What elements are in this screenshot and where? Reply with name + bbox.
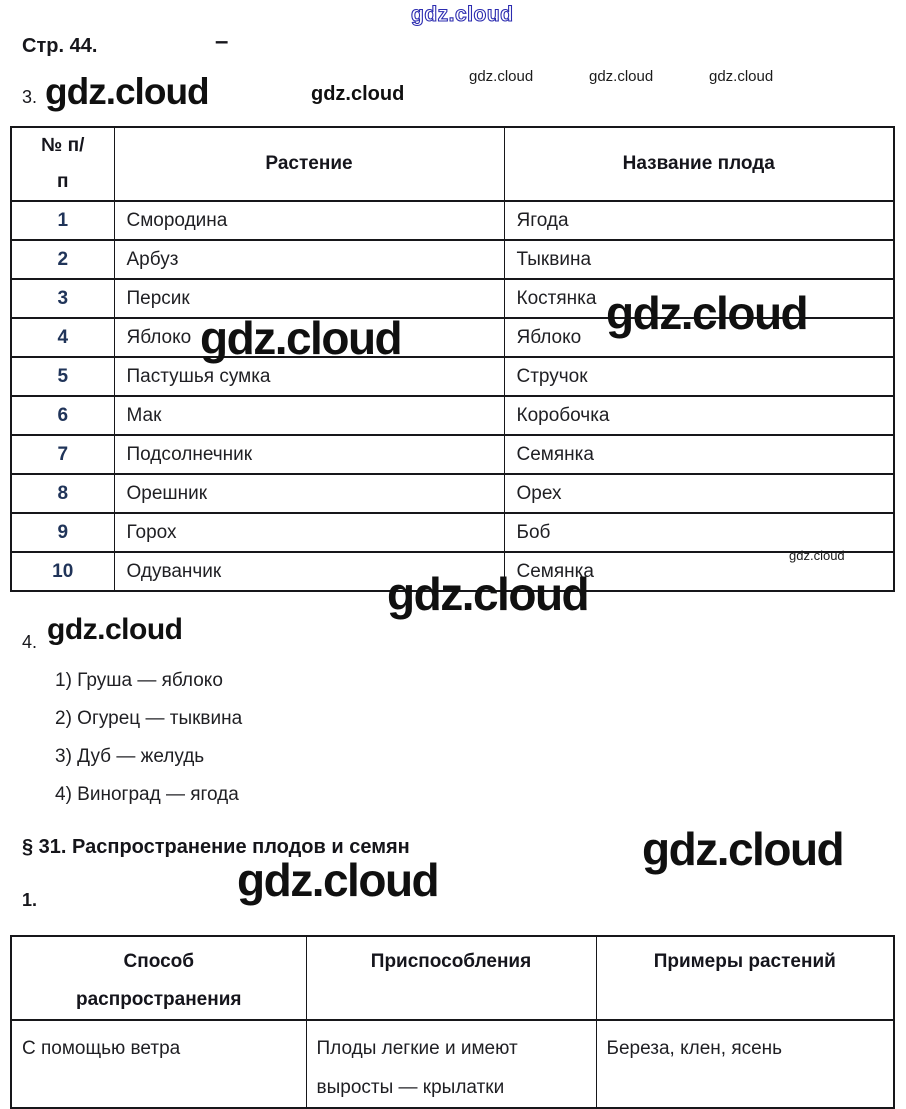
table-row: С помощью ветра Плоды легкие и имеют выр… xyxy=(10,1020,895,1108)
paragraph-heading: § 31. Распространение плодов и семян xyxy=(22,836,410,858)
table-row: 6 Мак Коробочка xyxy=(10,396,895,435)
task4-label: 4. xyxy=(22,632,38,652)
list-item: 2) Огурец — тыквина xyxy=(55,708,243,729)
table-header-row: Способ распространения Приспособления Пр… xyxy=(10,936,895,1020)
row-num: 7 xyxy=(10,435,115,474)
row-num: 2 xyxy=(10,240,115,279)
table-row: 10 Одуванчик Семянка xyxy=(10,552,895,591)
col-header-examples: Примеры растений xyxy=(595,936,895,1020)
plants-fruits-table: № п/п Растение Название плода 1 Смородин… xyxy=(10,126,895,592)
row-plant: Яблоко xyxy=(113,318,505,357)
row-num: 6 xyxy=(10,396,115,435)
dash-mark: – xyxy=(215,28,229,55)
row-plant: Персик xyxy=(113,279,505,318)
watermark-task3-big: gdz.cloud xyxy=(45,71,210,112)
watermark-heading-right: gdz.cloud xyxy=(642,823,845,875)
row-plant: Подсолнечник xyxy=(113,435,505,474)
watermark-top: gdz.cloud xyxy=(410,3,514,26)
table-row: 3 Персик Костянка xyxy=(10,279,895,318)
watermark-task4: gdz.cloud xyxy=(47,613,183,646)
table-row: 4 Яблоко Яблоко xyxy=(10,318,895,357)
row-plant: Смородина xyxy=(113,201,505,240)
row-num: 10 xyxy=(10,552,115,591)
row-fruit: Боб xyxy=(503,513,895,552)
table-row: 2 Арбуз Тыквина xyxy=(10,240,895,279)
row-fruit: Семянка xyxy=(503,435,895,474)
row-plant: Мак xyxy=(113,396,505,435)
row-num: 4 xyxy=(10,318,115,357)
cell-adaptation: Плоды легкие и имеют выросты — крылатки xyxy=(305,1020,597,1108)
col-header-num: № п/п xyxy=(10,127,115,201)
row-fruit: Орех xyxy=(503,474,895,513)
col-header-method: Способ распространения xyxy=(10,936,307,1020)
cell-method: С помощью ветра xyxy=(10,1020,307,1108)
table-row: 5 Пастушья сумка Стручок xyxy=(10,357,895,396)
row-fruit: Стручок xyxy=(503,357,895,396)
watermark-small-2: gdz.cloud xyxy=(589,68,654,85)
list-item: 4) Виноград — ягода xyxy=(55,784,239,805)
row-plant: Арбуз xyxy=(113,240,505,279)
table-row: 9 Горох Боб xyxy=(10,513,895,552)
col-header-fruit: Название плода xyxy=(503,127,895,201)
row-plant: Пастушья сумка xyxy=(113,357,505,396)
row-fruit: Тыквина xyxy=(503,240,895,279)
table-row: 8 Орешник Орех xyxy=(10,474,895,513)
row-num: 3 xyxy=(10,279,115,318)
row-num: 9 xyxy=(10,513,115,552)
col-header-adaptation: Приспособления xyxy=(305,936,597,1020)
seed-dispersal-table: Способ распространения Приспособления Пр… xyxy=(10,935,895,1109)
watermark-heading-center: gdz.cloud xyxy=(237,854,440,906)
task1-label: 1. xyxy=(22,890,38,910)
list-item: 1) Груша — яблоко xyxy=(55,670,223,691)
row-fruit: Коробочка xyxy=(503,396,895,435)
row-num: 8 xyxy=(10,474,115,513)
row-fruit: Яблоко xyxy=(503,318,895,357)
task3-label: 3. xyxy=(22,87,38,107)
watermark-small-1: gdz.cloud xyxy=(469,68,534,85)
watermark-task3-medium: gdz.cloud xyxy=(311,83,405,105)
col-header-plant: Растение xyxy=(113,127,505,201)
watermark-small-3: gdz.cloud xyxy=(709,68,774,85)
table-row: 7 Подсолнечник Семянка xyxy=(10,435,895,474)
row-plant: Горох xyxy=(113,513,505,552)
row-fruit: Костянка xyxy=(503,279,895,318)
table-row: 1 Смородина Ягода xyxy=(10,201,895,240)
row-fruit: Ягода xyxy=(503,201,895,240)
row-num: 5 xyxy=(10,357,115,396)
cell-examples: Береза, клен, ясень xyxy=(595,1020,895,1108)
list-item: 3) Дуб — желудь xyxy=(55,746,205,767)
page-title: Стр. 44. xyxy=(22,35,98,57)
table-header-row: № п/п Растение Название плода xyxy=(10,127,895,201)
row-plant: Одуванчик xyxy=(113,552,505,591)
row-fruit: Семянка xyxy=(503,552,895,591)
row-num: 1 xyxy=(10,201,115,240)
watermark-row10: gdz.cloud xyxy=(789,548,845,563)
row-plant: Орешник xyxy=(113,474,505,513)
